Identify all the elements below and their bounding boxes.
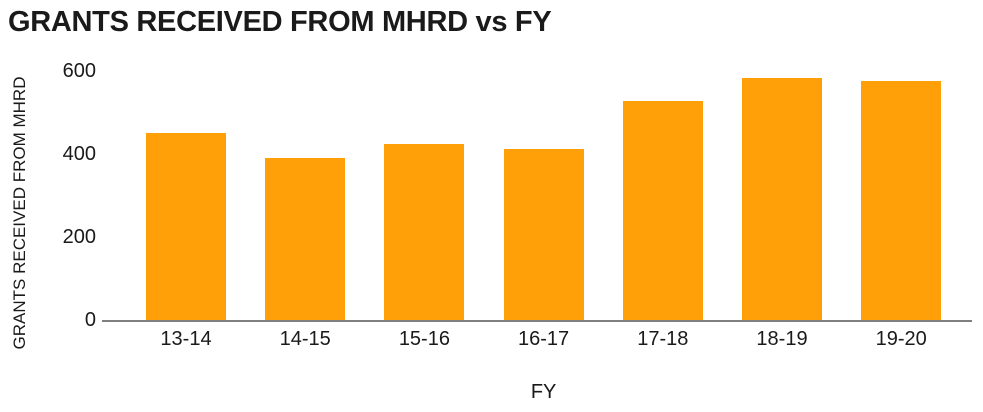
bar-19-20 xyxy=(861,80,942,320)
bar-13-14 xyxy=(146,133,226,320)
bar-15-16 xyxy=(384,144,465,320)
y-tick-label: 0 xyxy=(84,309,96,331)
x-axis-title: FY xyxy=(530,381,557,403)
x-tick-label: 18-19 xyxy=(756,328,808,350)
chart-title: GRANTS RECEIVED FROM MHRD vs FY xyxy=(8,6,552,38)
x-tick-label: 19-20 xyxy=(875,328,927,350)
bar-18-19 xyxy=(742,78,822,320)
x-axis-line xyxy=(102,319,972,322)
x-tick-label: 16-17 xyxy=(518,328,570,350)
y-tick-label: 200 xyxy=(62,226,96,248)
x-tick-label: 14-15 xyxy=(279,328,331,350)
x-tick-label: 17-18 xyxy=(637,328,689,350)
y-tick-label: 600 xyxy=(62,60,96,82)
bar-14-15 xyxy=(265,157,346,320)
x-tick-label: 15-16 xyxy=(398,328,450,350)
bar-16-17 xyxy=(503,149,584,320)
y-axis-title: GRANTS RECEIVED FROM MHRD xyxy=(10,76,29,350)
bar-17-18 xyxy=(622,100,703,320)
y-tick-label: 400 xyxy=(62,143,96,165)
x-tick-label: 13-14 xyxy=(160,328,212,350)
